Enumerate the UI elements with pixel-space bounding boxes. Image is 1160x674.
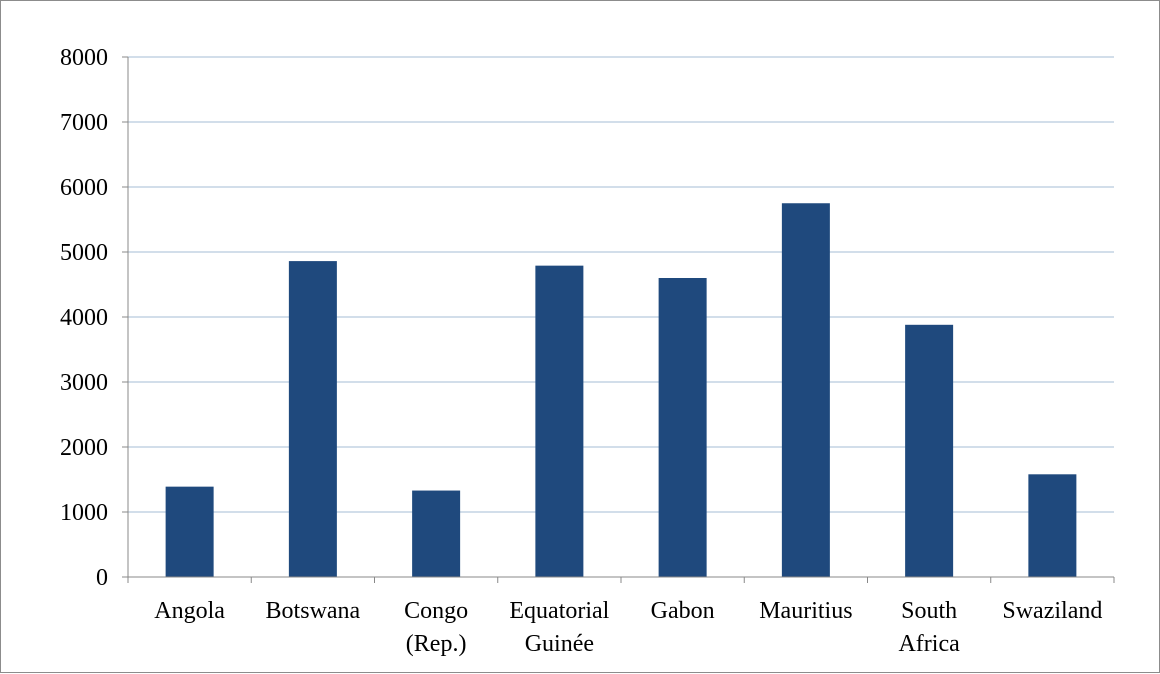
x-category-label-line: (Rep.) <box>406 631 467 657</box>
x-category-label: Gabon <box>651 598 715 624</box>
y-tick-label: 7000 <box>60 110 108 136</box>
x-category-label-line: Gabon <box>651 598 715 624</box>
x-category-label-line: Africa <box>898 631 960 657</box>
y-tick-label: 5000 <box>60 240 108 266</box>
bar <box>412 490 461 577</box>
y-tick-label: 2000 <box>60 435 108 461</box>
bar <box>658 278 707 577</box>
x-category-label-line: Mauritius <box>759 598 852 624</box>
y-tick-label: 3000 <box>60 370 108 396</box>
x-category-label: South Africa <box>898 598 960 657</box>
y-tick-label: 8000 <box>60 45 108 71</box>
bar <box>1028 474 1077 577</box>
bar <box>905 324 954 577</box>
x-category-label: Angola <box>154 598 225 624</box>
x-category-label-line: South <box>901 598 957 624</box>
bar <box>288 261 337 577</box>
x-category-label-line: Guinée <box>525 631 594 657</box>
x-category-label-line: Botswana <box>266 598 361 624</box>
x-category-label: Mauritius <box>759 598 852 624</box>
x-category-label: Congo (Rep.) <box>404 598 468 657</box>
axes <box>122 56 1115 583</box>
y-tick-label: 0 <box>96 565 108 591</box>
x-category-label-line: Congo <box>404 598 468 624</box>
x-category-label-line: Swaziland <box>1002 598 1102 624</box>
gridlines <box>128 56 1114 513</box>
bars <box>165 203 1077 577</box>
x-category-label: Botswana <box>266 598 361 624</box>
bar <box>535 265 584 577</box>
y-tick-labels: 0 1000 2000 3000 4000 5000 6000 7000 8000 <box>60 45 108 591</box>
y-tick-label: 1000 <box>60 500 108 526</box>
x-category-label-line: Equatorial <box>509 598 609 624</box>
bar <box>781 203 830 577</box>
y-tick-label: 6000 <box>60 175 108 201</box>
x-category-labels: Angola Botswana Congo (Rep.) Equatorial Guiné… <box>154 598 1102 657</box>
bar <box>165 486 214 577</box>
x-category-label-line: Angola <box>154 598 225 624</box>
x-category-label: Equatorial Guinée <box>509 598 609 657</box>
x-category-label: Swaziland <box>1002 598 1102 624</box>
y-tick-label: 4000 <box>60 305 108 331</box>
